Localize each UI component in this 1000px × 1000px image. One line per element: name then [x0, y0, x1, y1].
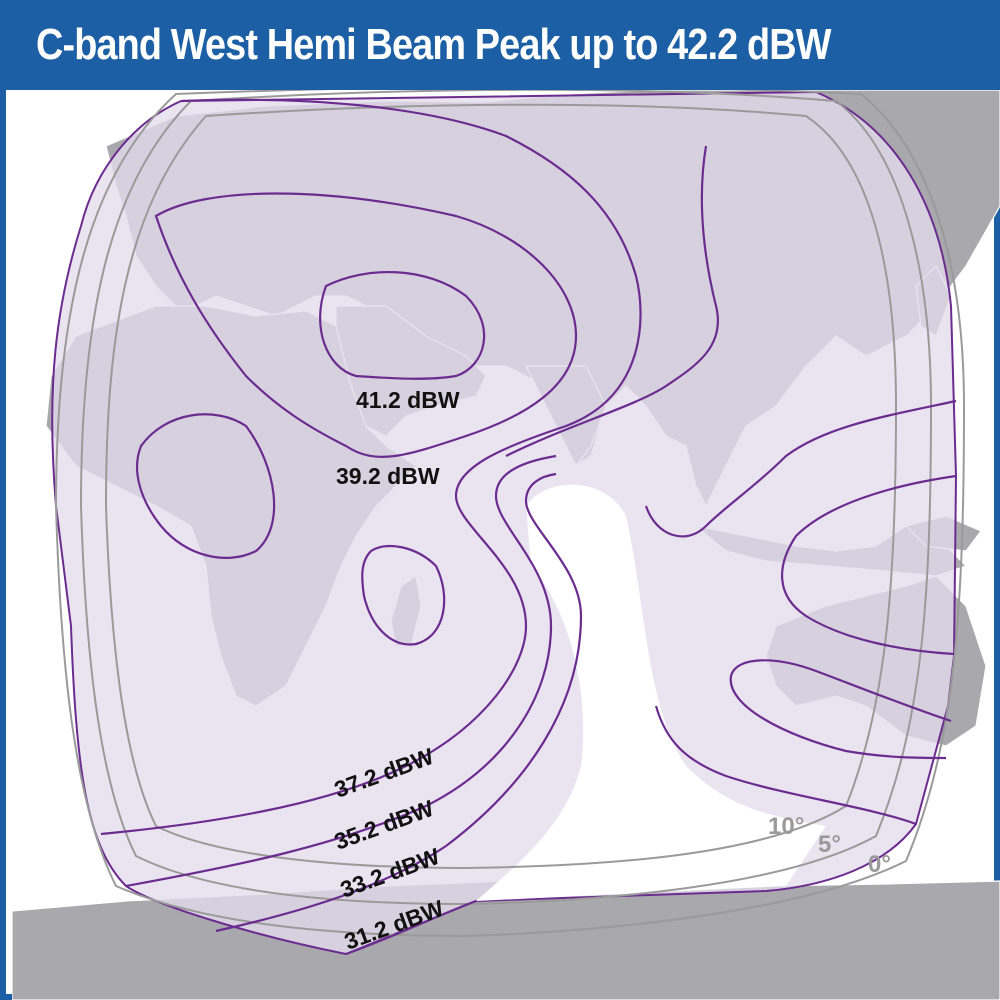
contour-east-31 [654, 705, 917, 826]
map-title: C-band West Hemi Beam Peak up to 42.2 dB… [36, 20, 831, 69]
coverage-map: 41.2 dBW 39.2 dBW 37.2 dBW 35.2 dBW 33.2… [12, 90, 1000, 1000]
elevation-label-10: 10° [768, 813, 804, 840]
contour-australia [729, 659, 952, 760]
elevation-label-0: 0° [868, 851, 891, 878]
contour-41-2 [319, 270, 486, 380]
elevation-label-layer: 10° 5° 0° [768, 813, 891, 878]
eirp-contours [100, 98, 957, 956]
elevation-line-5 [79, 90, 933, 906]
contour-37-2 [100, 98, 642, 836]
elevation-contours [54, 90, 966, 938]
elevation-line-0 [54, 90, 966, 938]
contour-39-2-madagascar [361, 544, 446, 646]
contour-31-2 [345, 899, 477, 956]
contour-33-2 [215, 472, 583, 933]
elevation-label-5: 5° [818, 831, 841, 858]
contour-label-39: 39.2 dBW [336, 463, 440, 489]
coverage-gap [476, 484, 826, 901]
contour-east-35 [644, 399, 957, 538]
contour-39-2-main [154, 192, 578, 458]
contour-label-41: 41.2 dBW [356, 387, 460, 413]
elevation-line-10 [104, 103, 898, 870]
contour-east-37 [505, 145, 719, 457]
contour-east-33 [780, 474, 957, 656]
title-bar: C-band West Hemi Beam Peak up to 42.2 dB… [6, 6, 1000, 90]
contour-39-2-west-africa [136, 413, 276, 559]
coverage-area [51, 90, 958, 956]
contour-35-2 [125, 454, 557, 888]
